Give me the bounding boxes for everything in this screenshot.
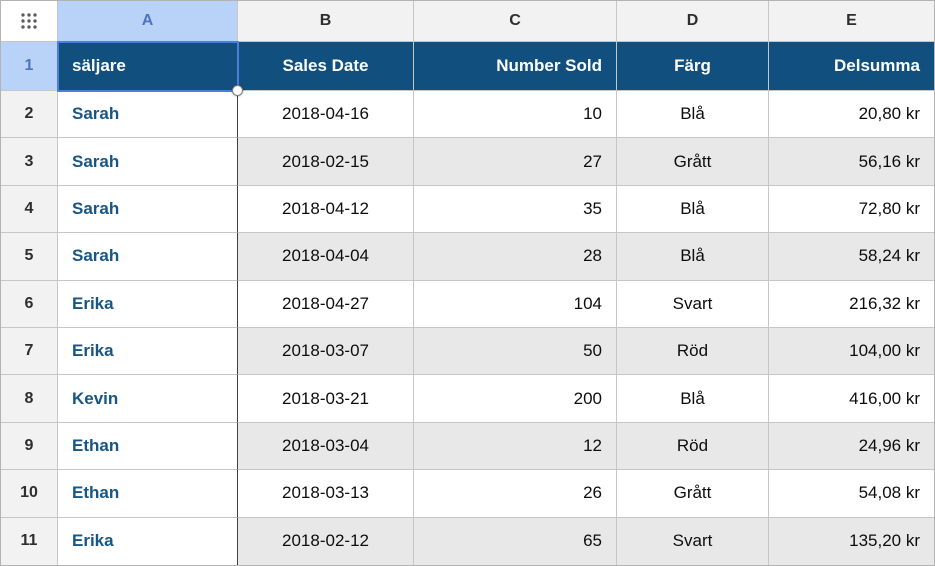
row-header-2[interactable]: 2 [1,91,58,139]
cell-C3[interactable]: 27 [414,138,617,186]
cell-B4[interactable]: 2018-04-12 [238,185,414,234]
cell-D2[interactable]: Blå [617,91,769,139]
header-cell-E1[interactable]: Delsumma [769,42,934,91]
column-header-A[interactable]: A [58,1,238,42]
row-header-3[interactable]: 3 [1,138,58,186]
cell-B8[interactable]: 2018-03-21 [238,375,414,423]
cell-E5[interactable]: 58,24 kr [769,233,934,281]
column-header-C[interactable]: C [414,1,617,42]
cell-D9[interactable]: Röd [617,422,769,471]
cell-A3[interactable]: Sarah [58,138,238,186]
cell-E4[interactable]: 72,80 kr [769,185,934,234]
cell-D8[interactable]: Blå [617,375,769,423]
cell-E11[interactable]: 135,20 kr [769,517,934,565]
row-header-7[interactable]: 7 [1,327,58,376]
column-header-E[interactable]: E [769,1,934,42]
row-header-1[interactable]: 1 [1,42,58,91]
cell-E8[interactable]: 416,00 kr [769,375,934,423]
cell-E3[interactable]: 56,16 kr [769,138,934,186]
cell-A7[interactable]: Erika [58,327,238,376]
cell-B2[interactable]: 2018-04-16 [238,91,414,139]
cell-A11[interactable]: Erika [58,517,238,565]
cell-B7[interactable]: 2018-03-07 [238,327,414,376]
cell-D11[interactable]: Svart [617,517,769,565]
cell-E7[interactable]: 104,00 kr [769,327,934,376]
cell-A5[interactable]: Sarah [58,233,238,281]
row-header-5[interactable]: 5 [1,233,58,281]
cell-C8[interactable]: 200 [414,375,617,423]
cell-A9[interactable]: Ethan [58,422,238,471]
cell-A10[interactable]: Ethan [58,470,238,518]
cell-D5[interactable]: Blå [617,233,769,281]
cell-C10[interactable]: 26 [414,470,617,518]
column-header-D[interactable]: D [617,1,769,42]
cell-D7[interactable]: Röd [617,327,769,376]
cell-A4[interactable]: Sarah [58,185,238,234]
cell-A6[interactable]: Erika [58,280,238,328]
cell-C4[interactable]: 35 [414,185,617,234]
row-header-9[interactable]: 9 [1,422,58,471]
column-header-B[interactable]: B [238,1,414,42]
header-cell-D1[interactable]: Färg [617,42,769,91]
header-cell-A1[interactable]: säljare [58,42,238,91]
cell-E9[interactable]: 24,96 kr [769,422,934,471]
row-header-6[interactable]: 6 [1,280,58,328]
row-header-10[interactable]: 10 [1,470,58,518]
cell-B11[interactable]: 2018-02-12 [238,517,414,565]
cell-E2[interactable]: 20,80 kr [769,91,934,139]
cell-B5[interactable]: 2018-04-04 [238,233,414,281]
header-cell-C1[interactable]: Number Sold [414,42,617,91]
row-header-8[interactable]: 8 [1,375,58,423]
cell-C7[interactable]: 50 [414,327,617,376]
cell-C11[interactable]: 65 [414,517,617,565]
cell-D10[interactable]: Grått [617,470,769,518]
row-header-11[interactable]: 11 [1,517,58,565]
cell-E6[interactable]: 216,32 kr [769,280,934,328]
cell-B3[interactable]: 2018-02-15 [238,138,414,186]
cell-A2[interactable]: Sarah [58,91,238,139]
cell-B6[interactable]: 2018-04-27 [238,280,414,328]
table-corner-cell[interactable] [1,1,58,42]
header-cell-B1[interactable]: Sales Date [238,42,414,91]
row-header-4[interactable]: 4 [1,185,58,234]
cell-D4[interactable]: Blå [617,185,769,234]
cell-D6[interactable]: Svart [617,280,769,328]
cell-C2[interactable]: 10 [414,91,617,139]
cell-C9[interactable]: 12 [414,422,617,471]
cell-E10[interactable]: 54,08 kr [769,470,934,518]
cell-B9[interactable]: 2018-03-04 [238,422,414,471]
table-handle-icon[interactable] [20,12,38,30]
cell-B10[interactable]: 2018-03-13 [238,470,414,518]
cell-A8[interactable]: Kevin [58,375,238,423]
cell-C5[interactable]: 28 [414,233,617,281]
cell-D3[interactable]: Grått [617,138,769,186]
fill-handle[interactable] [232,85,243,96]
cell-C6[interactable]: 104 [414,280,617,328]
